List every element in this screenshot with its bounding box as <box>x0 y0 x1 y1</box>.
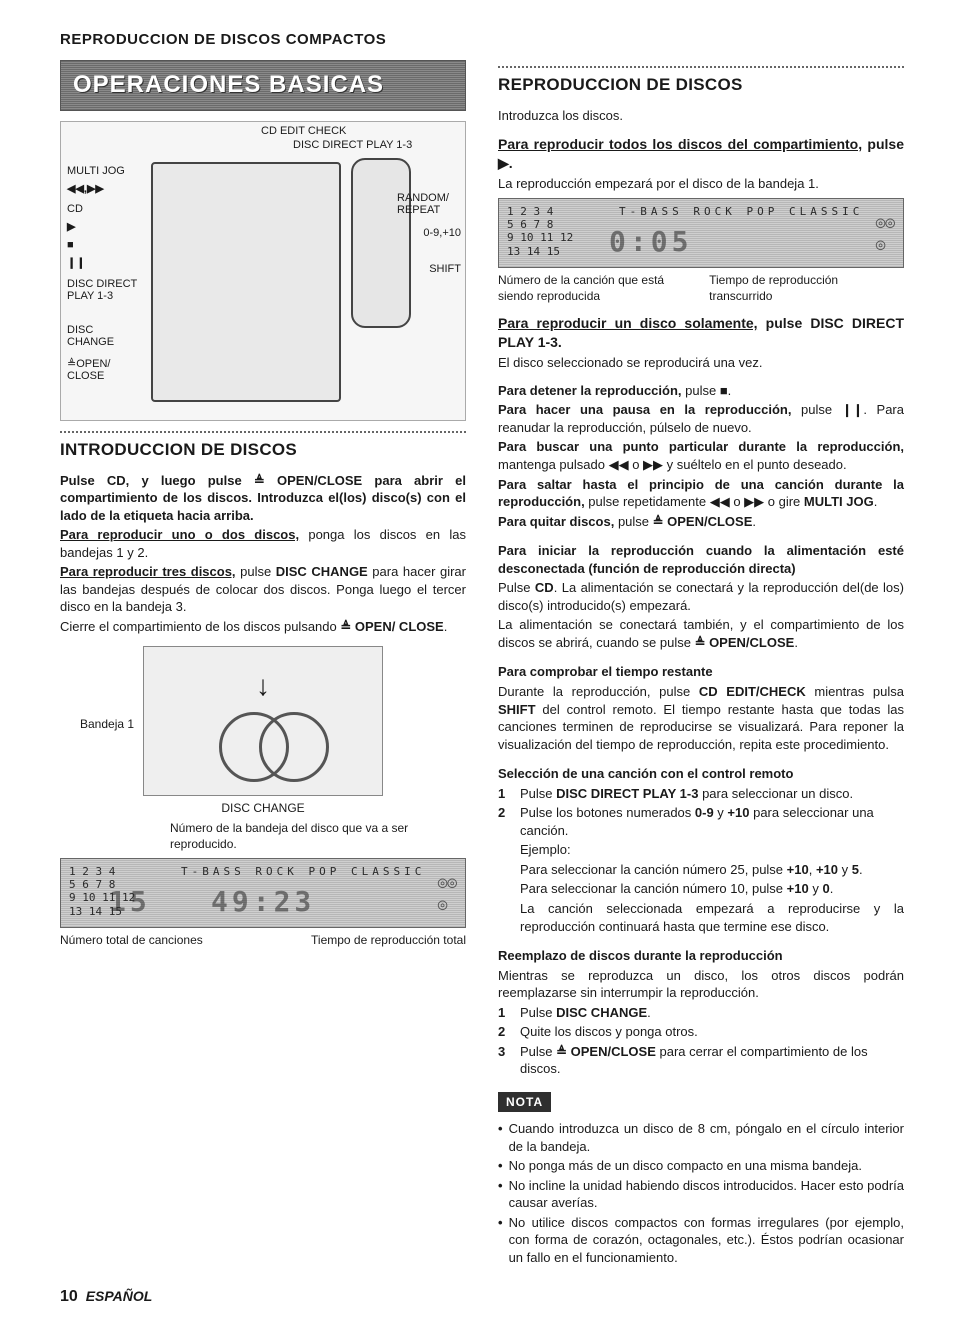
label-multi-jog: MULTI JOG <box>67 164 125 179</box>
lcd1-cap-b: Tiempo de reproducción total <box>311 932 466 948</box>
label-shift: SHIFT <box>429 262 461 277</box>
p-time: Durante la reproducción, pulse CD EDIT/C… <box>498 683 904 753</box>
select-1: Pulse DISC DIRECT PLAY 1-3 para seleccio… <box>520 785 853 803</box>
replace-lead: Mientras se reproduzca un disco, los otr… <box>498 967 904 1002</box>
lead-paragraph: Pulse CD, y luego pulse ≜ OPEN/CLOSE par… <box>60 472 466 525</box>
lcd1-seg-a: 15 <box>109 883 151 921</box>
label-stop: ■ <box>67 238 74 253</box>
h-all-discs-u: Para reproducir todos los discos del com… <box>498 136 862 152</box>
nota-4: No utilice discos compactos con formas i… <box>509 1214 904 1267</box>
page-footer: 10 ESPAÑOL <box>60 1286 904 1308</box>
lcd-display-2: 1 2 3 4 5 6 7 8 9 10 11 12 13 14 15 T-BA… <box>498 198 904 268</box>
p-skip: Para saltar hasta el principio de una ca… <box>498 476 904 511</box>
p-remove: Para quitar discos, pulse ≜ OPEN/CLOSE. <box>498 513 904 531</box>
p-stop: Para detener la reproducción, pulse ■. <box>498 382 904 400</box>
select-ex2: Para seleccionar la canción número 10, p… <box>520 880 904 898</box>
h-all-discs-body: La reproducción empezará por el disco de… <box>498 175 904 193</box>
label-bandeja1: Bandeja 1 <box>80 716 134 732</box>
p-power-1: Pulse CD. La alimentación se conectará y… <box>498 579 904 614</box>
p-close: Cierre el compartimiento de los discos p… <box>60 618 466 636</box>
h-all-discs: Para reproducir todos los discos del com… <box>498 135 904 173</box>
lcd-display-1: 1 2 3 4 5 6 7 8 9 10 11 12 13 14 15 T-BA… <box>60 858 466 928</box>
label-disc-change: DISC CHANGE <box>67 324 137 348</box>
lcd1-disc-icons: ◎◎◎ <box>438 871 457 914</box>
h-power-off: Para iniciar la reproducción cuando la a… <box>498 542 904 577</box>
label-rew-ff: ◀◀,▶▶ <box>67 182 104 197</box>
lcd2-cap-a: Número de la canción que está siendo rep… <box>498 272 693 304</box>
divider <box>60 431 466 433</box>
u-one-two: Para reproducir uno o dos discos, <box>60 527 299 542</box>
lcd1-tags: T-BASS ROCK POP CLASSIC <box>181 865 425 880</box>
section-title-intro: INTRODUCCION DE DISCOS <box>60 439 466 462</box>
replace-steps: 1Pulse DISC CHANGE. 2Quite los discos y … <box>498 1004 904 1078</box>
select-2: Pulse los botones numerados 0-9 y +10 pa… <box>520 804 904 839</box>
label-random-repeat: RANDOM/ REPEAT <box>397 192 461 216</box>
lcd2-tags: T-BASS ROCK POP CLASSIC <box>619 205 863 220</box>
select-steps: 1Pulse DISC DIRECT PLAY 1-3 para selecci… <box>498 785 904 840</box>
nota-list: Cuando introduzca un disco de 8 cm, póng… <box>498 1120 904 1266</box>
replace-1: Pulse DISC CHANGE. <box>520 1004 651 1022</box>
label-disc-direct-top: DISC DIRECT PLAY 1-3 <box>293 138 412 153</box>
page-lang: ESPAÑOL <box>86 1288 153 1304</box>
lcd1-cap-a: Número total de canciones <box>60 932 203 948</box>
p-search: Para buscar una punto particular durante… <box>498 438 904 473</box>
lcd1-seg-b: 49:23 <box>211 883 315 921</box>
lcd2-disc-icons: ◎◎◎ <box>876 211 895 254</box>
label-open-close: ≜OPEN/ CLOSE <box>67 358 137 382</box>
lcd1-caption-top: Número de la bandeja del disco que va a … <box>170 820 466 852</box>
h-one-disc-body: El disco seleccionado se reproducirá una… <box>498 354 904 372</box>
label-cd-edit: CD EDIT CHECK <box>261 124 346 139</box>
replace-3: Pulse ≜ OPEN/CLOSE para cerrar el compar… <box>520 1043 904 1078</box>
label-pause: ❙❙ <box>67 256 85 271</box>
label-disc-change-fig: DISC CHANGE <box>60 800 466 816</box>
nota-3: No incline la unidad habiendo discos int… <box>509 1177 904 1212</box>
intro-text: Introduzca los discos. <box>498 107 904 125</box>
h-time: Para comprobar el tiempo restante <box>498 663 904 681</box>
nota-1: Cuando introduzca un disco de 8 cm, póng… <box>509 1120 904 1155</box>
lcd2-cap-b: Tiempo de reproducción transcurrido <box>709 272 904 304</box>
replace-2: Quite los discos y ponga otros. <box>520 1023 698 1041</box>
select-ex1: Para seleccionar la canción número 25, p… <box>520 861 904 879</box>
divider <box>498 66 904 68</box>
p-power-2: La alimentación se conectará también, y … <box>498 616 904 651</box>
p-three-discs: Para reproducir tres discos, pulse DISC … <box>60 563 466 616</box>
label-play: ▶ <box>67 220 75 235</box>
nota-2: No ponga más de un disco compacto en una… <box>509 1157 862 1175</box>
p-one-two-discs: Para reproducir uno o dos discos, ponga … <box>60 526 466 561</box>
section-title-repro: REPRODUCCION DE DISCOS <box>498 74 904 97</box>
h-select: Selección de una canción con el control … <box>498 765 904 783</box>
label-digits: 0-9,+10 <box>423 226 461 241</box>
product-diagram: CD EDIT CHECK DISC DIRECT PLAY 1-3 MULTI… <box>60 121 466 421</box>
h-one-disc: Para reproducir un disco solamente, puls… <box>498 314 904 352</box>
label-cd: CD <box>67 202 83 217</box>
banner: OPERACIONES BASICAS <box>60 60 466 110</box>
u-three: Para reproducir tres discos, <box>60 564 236 579</box>
page-header: REPRODUCCION DE DISCOS COMPACTOS <box>60 30 904 50</box>
lcd2-track-grid: 1 2 3 4 5 6 7 8 9 10 11 12 13 14 15 <box>507 205 573 258</box>
page-number: 10 <box>60 1288 78 1305</box>
h-one-disc-u: Para reproducir un disco solamente, <box>498 315 758 331</box>
p-pause: Para hacer una pausa en la reproducción,… <box>498 401 904 436</box>
right-column: REPRODUCCION DE DISCOS Introduzca los di… <box>498 60 904 1268</box>
label-disc-direct: DISC DIRECT PLAY 1-3 <box>67 278 145 302</box>
left-column: OPERACIONES BASICAS CD EDIT CHECK DISC D… <box>60 60 466 1268</box>
h-replace: Reemplazo de discos durante la reproducc… <box>498 947 904 965</box>
lcd2-seg-a: 0:05 <box>609 223 692 261</box>
tray-illustration: ↓ <box>143 646 383 796</box>
select-ej: Ejemplo: <box>520 841 904 859</box>
select-tail: La canción seleccionada empezará a repro… <box>520 900 904 935</box>
nota-tag: NOTA <box>498 1092 551 1112</box>
